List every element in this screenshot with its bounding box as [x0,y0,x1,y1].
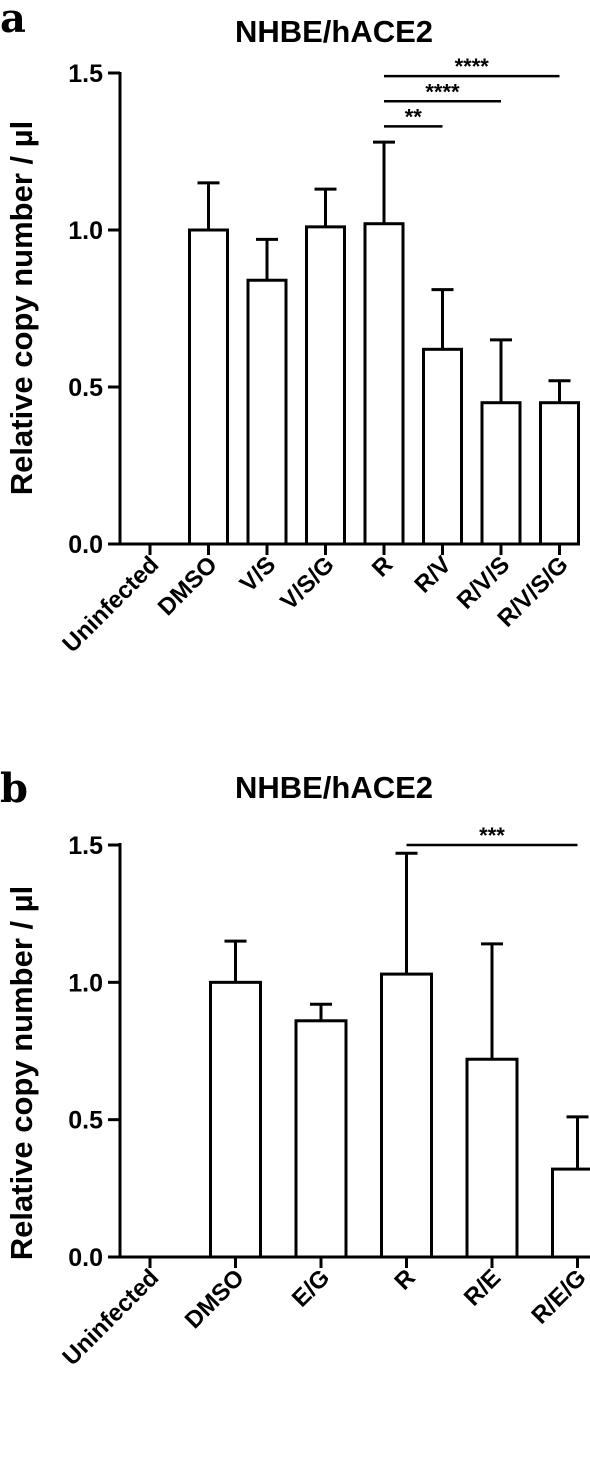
panel-letter-b: b [0,765,28,812]
error-bars-a [197,140,571,403]
bar [188,228,229,546]
bar [422,347,463,546]
y-tick-label: 0.5 [68,374,103,402]
x-category-label: R [367,551,398,582]
error-bar [490,338,512,403]
x-category-label: V/S/G [275,551,339,615]
error-bar [314,187,337,227]
error-bar [310,1002,332,1021]
error-bar [566,1115,589,1170]
bar [209,980,262,1259]
bar [294,1019,348,1259]
error-bar [197,181,220,230]
bars-b [209,972,590,1259]
error-bar [256,237,278,281]
bar [539,401,580,546]
bar [551,1167,590,1259]
bar [305,225,346,546]
x-category-label: Uninfected [57,551,164,658]
panel-b: b NHBE/hACE2 Relative copy number / µl 0… [0,765,590,1371]
chart-title-a: NHBE/hACE2 [235,14,433,49]
error-bar [431,288,454,350]
x-categories-b: Uninfected DMSO E/G R R/E R/E/G [57,1257,590,1371]
significance-b: *** [406,823,578,848]
panel-letter-a: a [0,0,26,42]
y-tick-label: 0.5 [68,1107,103,1135]
y-ticks-b: 0.0 0.5 1.0 1.5 [68,832,120,1272]
bar [246,278,288,546]
x-category-label: DMSO [153,551,223,621]
x-category-label: R [389,1264,420,1295]
x-category-label: R/E/G [526,1264,590,1329]
x-category-label: E/G [287,1264,335,1312]
significance-bracket: *** [406,823,578,848]
x-category-label: Uninfected [57,1264,164,1371]
error-bar [373,140,395,224]
x-category-label: R/E [459,1264,506,1311]
y-tick-label: 1.0 [68,217,103,245]
error-bars-b [224,851,589,1170]
significance-label: *** [479,823,505,848]
significance-label: ** [405,104,423,129]
y-ticks-a: 0.0 0.5 1.0 1.5 [68,60,120,559]
y-tick-label: 1.0 [68,969,103,997]
x-category-label: R/V [409,551,456,598]
x-category-label: V/S [235,551,281,597]
error-bar [395,851,418,975]
significance-bracket: **** [384,79,501,104]
significance-a: ********** [384,54,560,129]
y-axis-label-b: Relative copy number / µl [4,886,39,1260]
significance-label: **** [425,79,460,104]
bars-a [188,222,580,546]
bar [363,222,405,546]
significance-bracket: **** [384,54,560,79]
significance-label: **** [455,54,490,79]
panel-a: a NHBE/hACE2 Relative copy number / µl 0… [0,0,580,658]
y-tick-label: 1.5 [68,60,103,88]
y-axis-label-a: Relative copy number / µl [4,121,39,495]
y-tick-label: 0.0 [68,531,103,559]
bar [380,972,433,1259]
error-bar [548,379,571,403]
x-category-label: DMSO [180,1264,250,1334]
error-bar [481,942,503,1060]
bar [480,401,522,546]
significance-bracket: ** [384,104,443,129]
chart-title-b: NHBE/hACE2 [235,770,433,805]
bar [465,1057,519,1259]
y-tick-label: 1.5 [68,832,103,860]
error-bar [224,939,247,983]
y-tick-label: 0.0 [68,1244,103,1272]
